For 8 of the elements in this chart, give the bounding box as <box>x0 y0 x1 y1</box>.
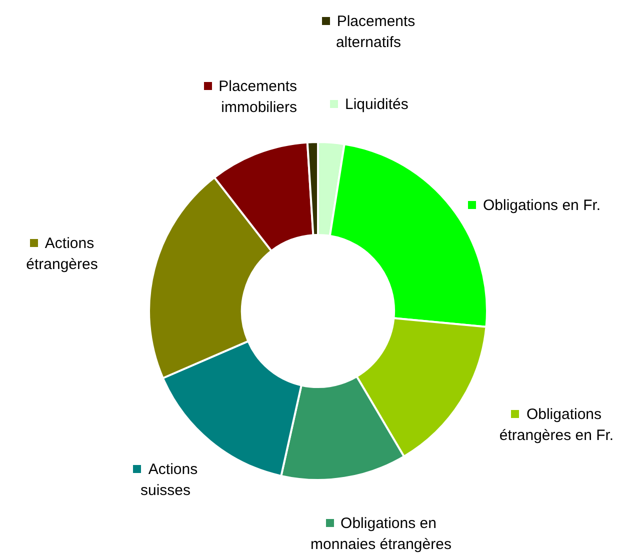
legend-label: Actions étrangères <box>25 234 99 275</box>
legend-label: Actions suisses <box>139 460 199 501</box>
legend-label: Placements alternatifs <box>334 12 416 53</box>
legend-label: Obligations étrangères en Fr. <box>498 405 615 446</box>
legend-label: Obligations en Fr. <box>482 196 602 216</box>
legend-label: Obligations en monnaies étrangères <box>310 514 452 555</box>
legend-label: Liquidités <box>344 95 410 115</box>
legend-label: Placements immobiliers <box>218 77 297 118</box>
